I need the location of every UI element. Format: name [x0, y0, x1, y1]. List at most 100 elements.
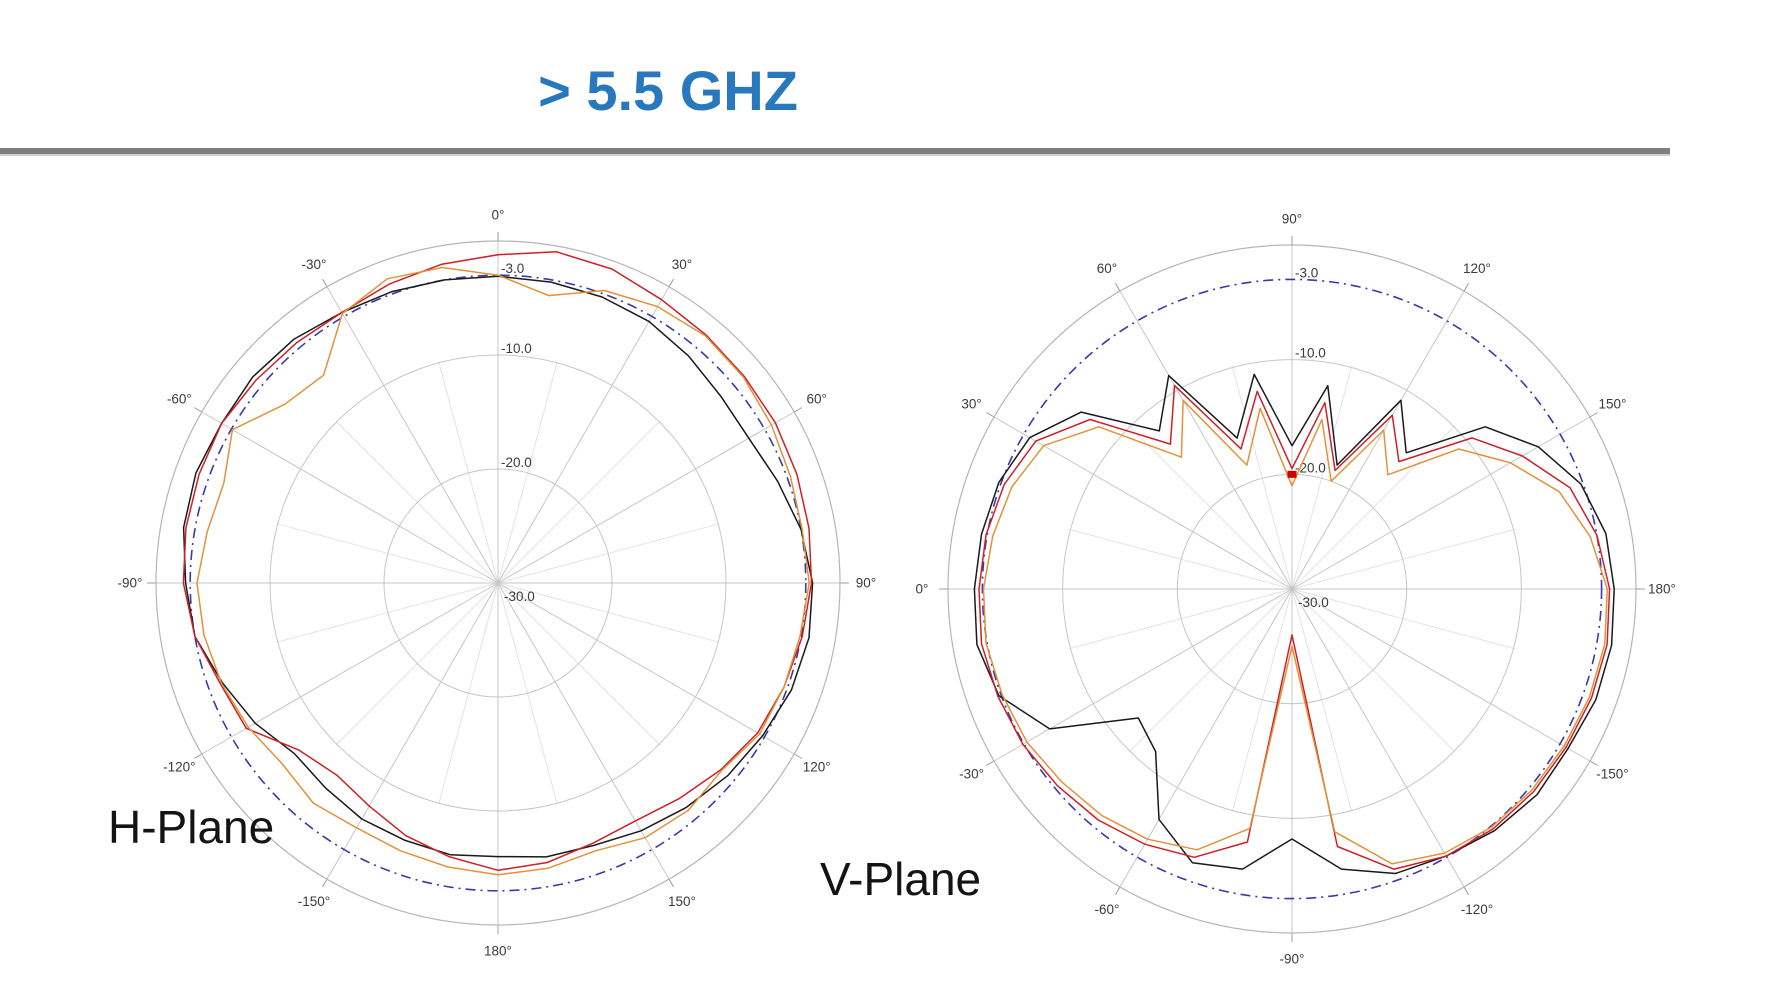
major-spoke [497, 286, 670, 584]
minor-spoke [497, 523, 720, 584]
angle-tick [193, 753, 203, 759]
angle-tick-label: -30° [302, 257, 327, 272]
minor-spoke [335, 582, 499, 746]
angle-tick-label: -150° [298, 894, 330, 909]
angle-tick-label: -90° [118, 576, 143, 591]
minor-spoke [276, 523, 499, 584]
major-spoke [497, 411, 795, 584]
angle-tick-label: -60° [1095, 902, 1120, 917]
h-plane-label: H-Plane [108, 801, 275, 853]
minor-spoke [1069, 528, 1293, 590]
minor-spoke [438, 361, 499, 584]
minor-spoke [1291, 366, 1353, 590]
radial-tick-label: -10.0 [501, 341, 532, 356]
angle-tick [1115, 886, 1121, 895]
v-plane-label: V-Plane [820, 853, 982, 905]
major-spoke [1291, 588, 1465, 888]
angle-tick-label: 60° [1097, 261, 1117, 276]
trace-red [182, 251, 813, 872]
trace-orange [982, 399, 1609, 865]
angle-tick-label: 30° [961, 397, 981, 412]
minor-spoke [497, 361, 558, 584]
angle-tick-label: 30° [672, 257, 692, 272]
angle-tick [668, 878, 674, 888]
angle-tick-label: -90° [1280, 952, 1305, 967]
trace-red [978, 384, 1611, 870]
angle-tick [1589, 760, 1598, 766]
angle-tick [322, 878, 328, 888]
divider-rule [0, 148, 1670, 156]
minor-spoke [1231, 366, 1293, 590]
angle-tick-label: -120° [1461, 902, 1493, 917]
minor-spoke [1291, 425, 1456, 590]
h-plane-polar-chart: -3.0 -10.0 -20.0 -30.0 0° 30° 60° 90° 120° 150° 18… [118, 208, 877, 959]
angle-tick-label: 90° [856, 576, 876, 591]
cursor-marker [1287, 470, 1297, 478]
trace-orange [196, 266, 810, 876]
angle-tick [1589, 412, 1598, 418]
major-spoke [1291, 416, 1591, 590]
angle-tick [322, 278, 328, 288]
reference-circle [981, 278, 1603, 900]
minor-spoke [1291, 528, 1515, 590]
angle-tick [1463, 283, 1469, 292]
major-spoke [201, 411, 499, 584]
radial-tick-label: -30.0 [1298, 595, 1329, 610]
minor-spoke [276, 582, 499, 643]
major-spoke [497, 582, 670, 880]
minor-spoke [335, 420, 499, 584]
angle-tick-label: 180° [484, 944, 512, 959]
minor-spoke [1291, 588, 1353, 812]
major-spoke [1119, 588, 1293, 888]
radial-tick-label: -30.0 [504, 589, 535, 604]
angle-tick [986, 412, 995, 418]
trace-black [182, 275, 814, 858]
angle-tick [793, 407, 803, 413]
angle-tick [668, 278, 674, 288]
outer-circle [947, 244, 1637, 934]
minor-spoke [1128, 588, 1293, 753]
angle-tick-label: 90° [1282, 212, 1302, 227]
angle-tick [1115, 283, 1121, 292]
outer-circle [155, 240, 841, 926]
angle-tick-label: 60° [806, 392, 826, 407]
major-spoke [1291, 588, 1591, 762]
major-spoke [993, 588, 1293, 762]
radial-tick-label: -3.0 [501, 261, 524, 276]
angle-tick-label: 120° [803, 760, 831, 775]
angle-tick [193, 407, 203, 413]
angle-tick-label: -150° [1596, 767, 1628, 782]
angle-tick-label: 180° [1648, 582, 1676, 597]
angle-tick [986, 760, 995, 766]
angle-tick-label: -30° [959, 767, 984, 782]
angle-tick [793, 753, 803, 759]
v-plane-polar-chart: -3.0 -10.0 -20.0 -30.0 90° 120° 150° 180° -150° -… [916, 212, 1676, 967]
major-spoke [1119, 290, 1293, 590]
major-spoke [326, 286, 499, 584]
minor-spoke [497, 582, 661, 746]
angle-tick-label: -120° [163, 760, 195, 775]
minor-spoke [1128, 425, 1293, 590]
minor-spoke [497, 582, 558, 805]
page-title: > 5.5 GHZ [538, 59, 798, 122]
radial-tick-label: -3.0 [1295, 265, 1318, 280]
angle-tick-label: 0° [492, 208, 505, 223]
major-spoke [1291, 290, 1465, 590]
angle-tick-label: -60° [167, 392, 192, 407]
minor-spoke [1231, 588, 1293, 812]
major-spoke [201, 582, 499, 755]
angle-tick-label: 150° [668, 894, 696, 909]
radial-tick-label: -20.0 [501, 455, 532, 470]
radial-tick-label: -10.0 [1295, 346, 1326, 361]
minor-spoke [497, 420, 661, 584]
angle-tick-label: 0° [916, 582, 929, 597]
minor-spoke [497, 582, 720, 643]
reference-circle [189, 274, 807, 892]
angle-tick-label: 150° [1598, 397, 1626, 412]
minor-spoke [1291, 588, 1456, 753]
major-spoke [326, 582, 499, 880]
minor-spoke [1069, 588, 1293, 650]
angle-tick-label: 120° [1463, 261, 1491, 276]
